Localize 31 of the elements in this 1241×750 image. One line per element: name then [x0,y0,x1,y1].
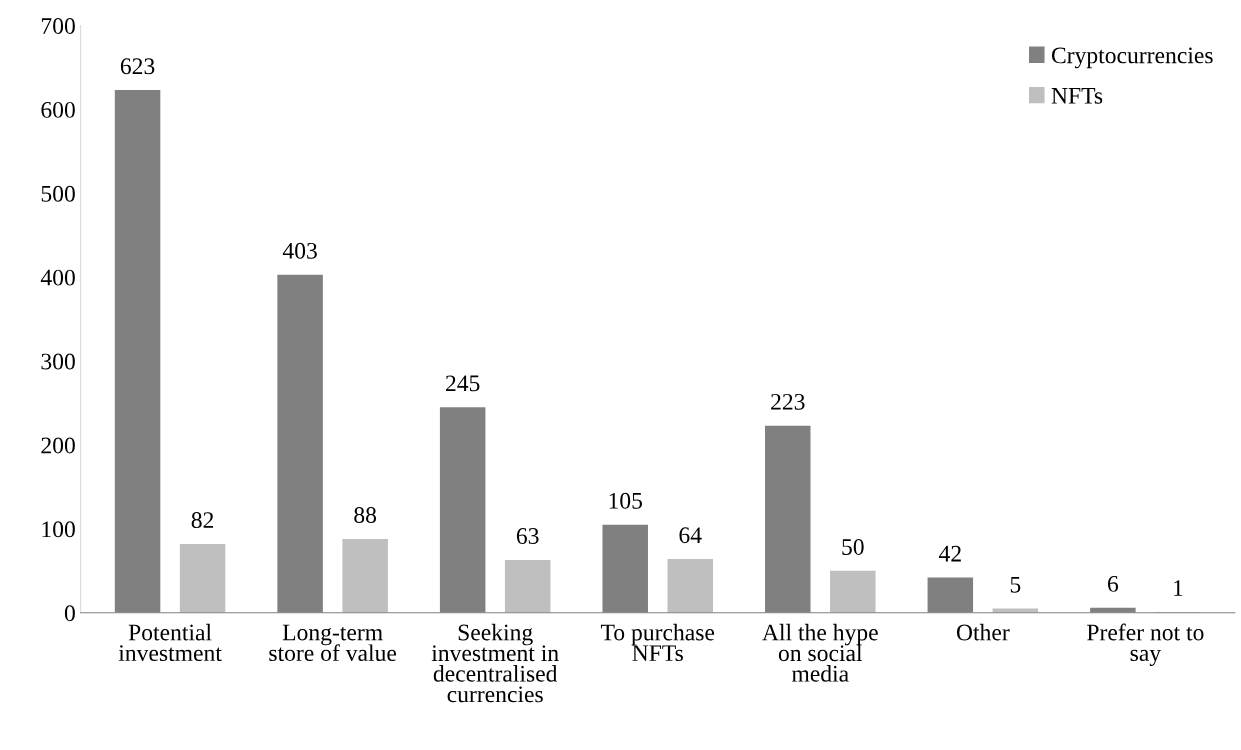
data-label: 105 [609,492,643,509]
y-tick-label: 500 [41,185,75,202]
legend-label: NFTs [1051,88,1103,104]
y-tick-label: 100 [42,521,75,538]
x-tick-label: Other [956,623,1010,641]
data-label: 50 [842,538,864,555]
x-tick-label: Prefer not to say [1087,623,1204,666]
y-tick-label: 200 [41,437,75,454]
y-tick-label: 300 [41,353,75,370]
data-label: 5 [1010,576,1021,593]
data-label: 64 [679,527,702,544]
x-tick-label: Potential investment [118,623,222,662]
x-tick-label: Long-term store of value [269,624,397,662]
x-tick-label: To purchase NFTs [600,623,715,662]
data-label: 6 [1107,575,1119,592]
data-label: 1 [1174,580,1183,596]
data-label: 245 [445,375,480,392]
data-label: 63 [516,528,539,544]
y-tick-label: 0 [64,605,75,622]
y-tick-label: 600 [41,101,75,118]
y-tick-label: 700 [41,17,75,34]
data-label: 82 [191,512,214,529]
data-label: 623 [120,58,155,75]
x-tick-label: Seeking investment in decentralised currencies [431,623,559,703]
data-label: 223 [771,393,805,410]
data-label: 42 [938,545,961,562]
data-label: 88 [354,507,377,524]
x-tick-label: All the hype on social media [762,623,878,682]
data-label: 403 [282,242,317,259]
legend-label: Cryptocurrencies [1051,47,1213,69]
y-tick-label: 400 [40,269,75,286]
